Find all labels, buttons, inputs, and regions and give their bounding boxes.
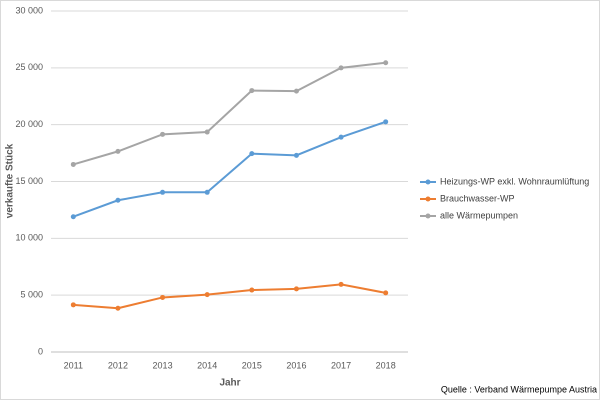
x-tick-label: 2017	[331, 360, 351, 370]
data-point	[70, 214, 76, 220]
data-point	[293, 286, 299, 292]
data-point	[115, 197, 121, 203]
series-line	[73, 61, 386, 166]
source-note: Quelle : Verband Wärmepumpe Austria	[441, 384, 597, 394]
y-tick-label: 10 000	[15, 233, 43, 243]
data-point	[338, 281, 344, 287]
series-line	[72, 120, 387, 218]
data-point	[338, 134, 344, 140]
data-point	[160, 189, 166, 195]
legend-marker	[425, 213, 431, 219]
data-point	[160, 131, 166, 137]
x-tick-label: 2012	[108, 360, 128, 370]
data-point	[204, 189, 210, 195]
x-tick-label: 2011	[64, 360, 83, 370]
legend-marker	[425, 196, 431, 202]
legend-label: Brauchwasser-WP	[440, 193, 515, 203]
data-point	[204, 129, 210, 135]
y-tick-label: 20 000	[15, 119, 43, 129]
data-point	[293, 88, 299, 94]
data-point	[160, 294, 166, 300]
y-tick-label: 0	[38, 346, 43, 356]
data-point	[383, 60, 389, 66]
data-point	[293, 152, 299, 158]
x-axis-title: Jahr	[219, 378, 240, 389]
x-tick-label: 2018	[376, 360, 396, 370]
y-tick-label: 25 000	[15, 62, 43, 72]
legend-marker	[425, 179, 431, 185]
data-point	[383, 290, 389, 296]
data-point	[115, 148, 121, 154]
y-tick-label: 30 000	[15, 5, 43, 15]
x-tick-label: 2016	[286, 360, 306, 370]
x-tick-label: 2013	[153, 360, 173, 370]
legend-label: Heizungs-WP exkl. Wohnraumlüftung	[440, 176, 589, 186]
data-point	[338, 65, 344, 71]
data-point	[383, 119, 389, 125]
y-tick-label: 5 000	[20, 290, 43, 300]
data-point	[204, 292, 210, 298]
y-axis-title: verkaufte Stück	[5, 143, 16, 218]
data-point	[70, 302, 76, 308]
data-point	[249, 151, 255, 157]
y-tick-label: 15 000	[15, 176, 43, 186]
x-tick-label: 2014	[197, 360, 217, 370]
legend-label: alle Wärmepumpen	[440, 210, 518, 220]
data-point	[70, 161, 76, 167]
data-point	[249, 287, 255, 293]
data-point	[115, 305, 121, 311]
x-tick-label: 2015	[242, 360, 262, 370]
series-line	[73, 283, 386, 310]
data-point	[249, 88, 255, 94]
